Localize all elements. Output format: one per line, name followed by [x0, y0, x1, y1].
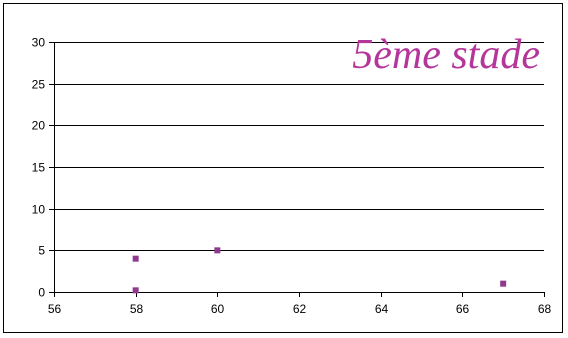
y-tick-label-5: 5 — [38, 244, 45, 258]
y-tick-label-30: 30 — [32, 36, 46, 50]
x-tick-label-64: 64 — [375, 302, 389, 316]
x-tick-label-56: 56 — [48, 302, 62, 316]
data-point-2 — [132, 287, 139, 294]
x-tick-label-60: 60 — [211, 302, 225, 316]
axes — [49, 42, 545, 297]
data-points — [132, 247, 507, 294]
x-tick-label-58: 58 — [130, 302, 144, 316]
y-tick-label-25: 25 — [32, 78, 46, 92]
grid-lines — [54, 42, 544, 251]
y-tick-labels: 0 5 10 15 20 25 30 — [32, 36, 46, 300]
x-tick-label-66: 66 — [456, 302, 470, 316]
scatter-plot: 0 5 10 15 20 25 30 56 58 60 62 64 66 68 — [32, 36, 552, 317]
y-tick-label-10: 10 — [32, 203, 46, 217]
data-point-4 — [500, 280, 507, 287]
data-point-1 — [132, 255, 139, 262]
y-tick-label-15: 15 — [32, 161, 46, 175]
x-tick-label-68: 68 — [538, 302, 552, 316]
chart-frame: 0 5 10 15 20 25 30 56 58 60 62 64 66 68 5ème stade — [3, 3, 563, 333]
chart-title: 5ème stade — [352, 32, 540, 78]
y-tick-label-20: 20 — [32, 119, 46, 133]
x-tick-label-62: 62 — [293, 302, 307, 316]
data-point-3 — [214, 247, 221, 254]
y-tick-label-0: 0 — [38, 286, 45, 300]
x-tick-labels: 56 58 60 62 64 66 68 — [48, 302, 552, 316]
